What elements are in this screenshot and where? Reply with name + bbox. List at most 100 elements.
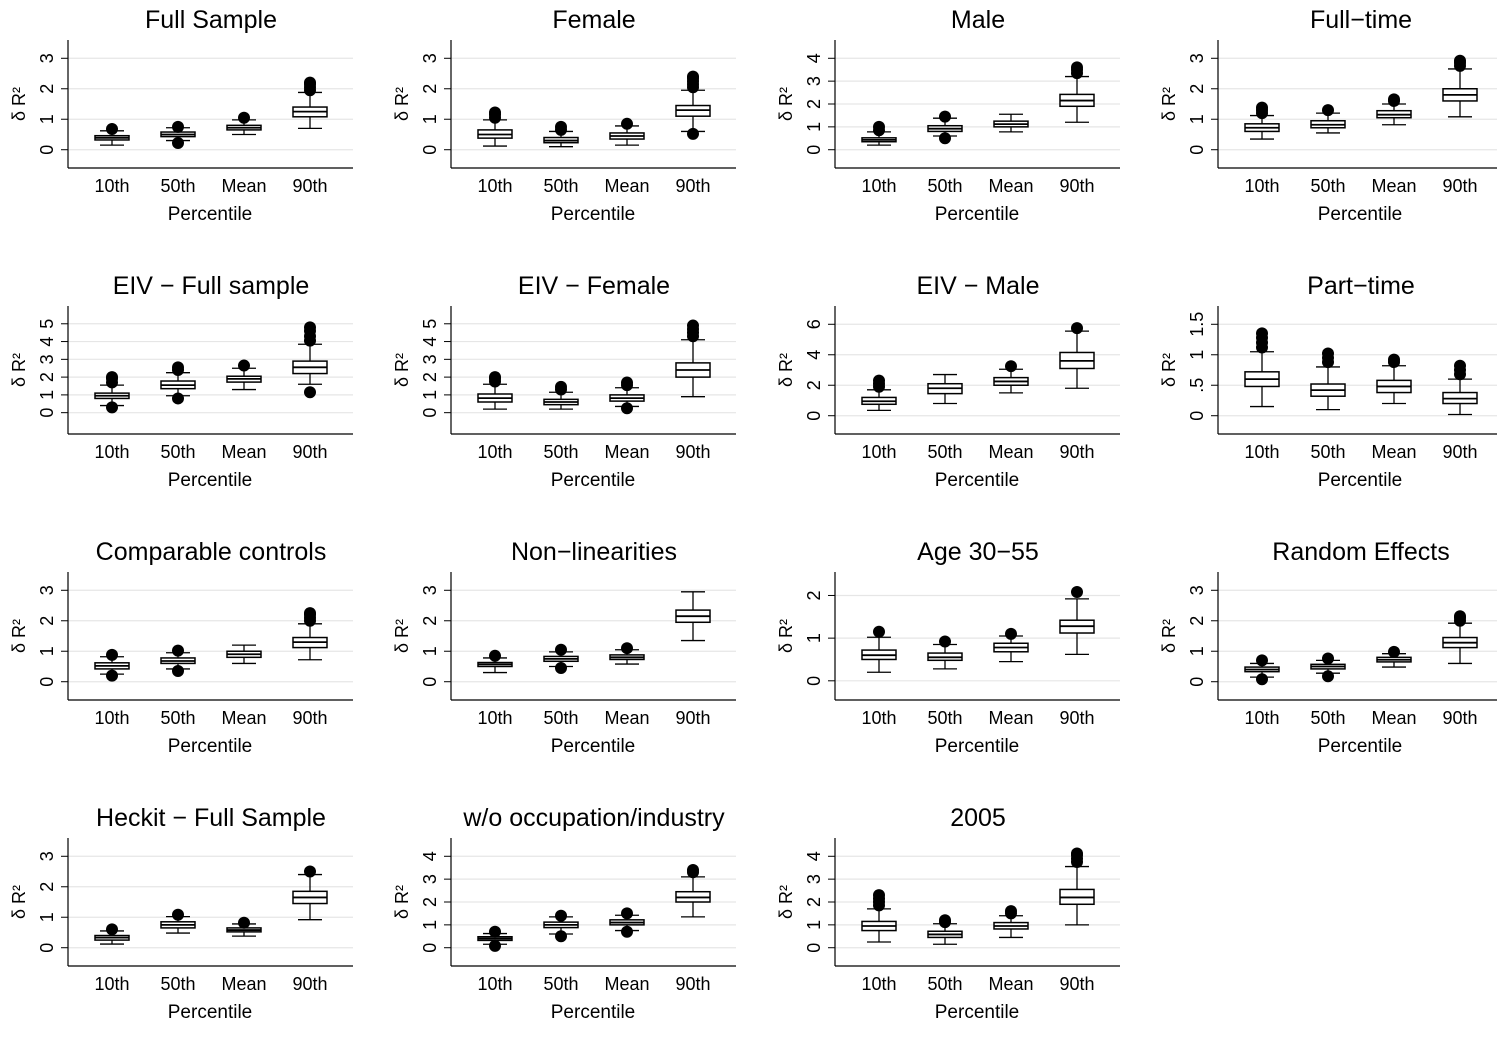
y-axis-label: δ R² bbox=[1159, 353, 1179, 387]
y-tick-label: 1 bbox=[804, 920, 824, 930]
outlier-point bbox=[172, 392, 184, 405]
x-axis-label: Percentile bbox=[551, 736, 636, 757]
chart-svg: Heckit − Full Sample 0 1 2 3 δ R² 10th 50th Mean… bbox=[9, 804, 353, 1023]
outlier-point bbox=[304, 321, 316, 334]
x-tick-label: 10th bbox=[94, 708, 129, 728]
x-tick-label: Mean bbox=[221, 708, 266, 728]
y-tick-label: 2 bbox=[420, 84, 440, 94]
chart-panel: Random Effects 0 1 2 3 δ R² 10th 50th Mean 90th Pe… bbox=[1150, 532, 1497, 798]
box-plot bbox=[543, 909, 579, 943]
y-tick-label: 2 bbox=[1187, 84, 1207, 94]
outlier-point bbox=[555, 643, 567, 656]
y-tick-label: 0 bbox=[420, 145, 440, 155]
y-tick-label: 4 bbox=[804, 53, 824, 63]
chart-panel: Female 0 1 2 3 δ R² 10th 50th Mean 90th Percentile bbox=[383, 0, 757, 266]
y-tick-label: 4 bbox=[37, 337, 57, 347]
chart-panel: Non−linearities 0 1 2 3 δ R² 10th 50th Mean 90th P… bbox=[383, 532, 757, 798]
x-tick-label: Mean bbox=[604, 176, 649, 196]
y-tick-label: 2 bbox=[804, 897, 824, 907]
outlier-point bbox=[873, 889, 885, 902]
y-tick-label: 0 bbox=[804, 943, 824, 953]
y-tick-label: 2 bbox=[37, 616, 57, 626]
box-plot bbox=[226, 644, 262, 665]
box-plot bbox=[1442, 54, 1478, 118]
outlier-point bbox=[873, 625, 885, 638]
x-tick-label: 90th bbox=[292, 176, 327, 196]
x-tick-label: Mean bbox=[1371, 708, 1416, 728]
chart-svg: Comparable controls 0 1 2 3 δ R² 10th 50th Mean 9… bbox=[9, 538, 353, 757]
y-tick-label: 0 bbox=[804, 676, 824, 686]
chart-panel: Full−time 0 1 2 3 δ R² 10th 50th Mean 90th Percent… bbox=[1150, 0, 1497, 266]
box-plot bbox=[160, 908, 196, 934]
chart-svg: Full Sample 0 1 2 3 δ R² 10th 50th Mean 90th Perce… bbox=[9, 6, 353, 225]
x-tick-label: 50th bbox=[543, 708, 578, 728]
y-tick-label: 1 bbox=[1187, 114, 1207, 124]
box-plot bbox=[160, 644, 196, 678]
box-plot bbox=[861, 120, 897, 146]
y-tick-label: 6 bbox=[804, 319, 824, 329]
outlier-point bbox=[106, 648, 118, 661]
box-plot bbox=[94, 122, 130, 146]
chart-panel: 2005 0 1 2 3 4 δ R² 10th 50th Mean 90th Percentile bbox=[767, 798, 1141, 1064]
x-axis-label: Percentile bbox=[1318, 470, 1403, 491]
x-tick-label: 90th bbox=[292, 974, 327, 994]
chart-panel: Heckit − Full Sample 0 1 2 3 δ R² 10th 50th Mean… bbox=[0, 798, 374, 1064]
chart-title: EIV − Full sample bbox=[113, 272, 310, 300]
x-axis-label: Percentile bbox=[1318, 204, 1403, 225]
outlier-point bbox=[106, 122, 118, 135]
x-tick-label: 90th bbox=[675, 176, 710, 196]
y-tick-label: 1 bbox=[420, 920, 440, 930]
y-axis-label: δ R² bbox=[9, 353, 29, 387]
x-tick-label: Mean bbox=[604, 442, 649, 462]
y-tick-label: 0 bbox=[1187, 677, 1207, 687]
y-axis-label: δ R² bbox=[776, 885, 796, 919]
x-axis-label: Percentile bbox=[168, 736, 253, 757]
chart-svg: Male 0 1 2 3 4 δ R² 10th 50th Mean 90th Percentile bbox=[776, 6, 1120, 225]
y-tick-label: 5 bbox=[37, 319, 57, 329]
box-plot bbox=[1244, 327, 1280, 408]
outlier-point bbox=[1071, 61, 1083, 74]
y-tick-label: 0 bbox=[804, 145, 824, 155]
outlier-point bbox=[1005, 627, 1017, 640]
box-plot bbox=[160, 361, 196, 405]
x-tick-label: 90th bbox=[1059, 708, 1094, 728]
x-tick-label: 50th bbox=[160, 974, 195, 994]
x-tick-label: 90th bbox=[1442, 442, 1477, 462]
chart-svg: Full−time 0 1 2 3 δ R² 10th 50th Mean 90th Percent… bbox=[1159, 6, 1497, 225]
box-plot bbox=[226, 111, 262, 136]
box-plot bbox=[292, 76, 328, 130]
chart-title: EIV − Female bbox=[518, 272, 670, 300]
x-tick-label: Mean bbox=[604, 708, 649, 728]
x-tick-label: 10th bbox=[1244, 176, 1279, 196]
x-tick-label: 90th bbox=[1442, 708, 1477, 728]
y-tick-label: 1 bbox=[37, 912, 57, 922]
x-tick-label: Mean bbox=[988, 442, 1033, 462]
box-plot bbox=[292, 321, 328, 399]
y-axis-label: δ R² bbox=[776, 353, 796, 387]
y-tick-label: 3 bbox=[420, 585, 440, 595]
x-tick-label: 10th bbox=[477, 708, 512, 728]
box-plot bbox=[609, 376, 645, 415]
x-tick-label: 10th bbox=[1244, 708, 1279, 728]
y-tick-label: 3 bbox=[420, 354, 440, 364]
y-tick-label: 3 bbox=[37, 354, 57, 364]
outlier-point bbox=[1454, 54, 1466, 67]
outlier-point bbox=[687, 70, 699, 83]
x-tick-label: 90th bbox=[1059, 974, 1094, 994]
y-tick-label: 2 bbox=[37, 372, 57, 382]
y-tick-label: 0 bbox=[804, 411, 824, 421]
y-tick-label: 2 bbox=[420, 616, 440, 626]
outlier-point bbox=[621, 402, 633, 415]
chart-title: Female bbox=[552, 6, 635, 34]
x-tick-label: 10th bbox=[861, 708, 896, 728]
y-tick-label: 0 bbox=[37, 677, 57, 687]
y-tick-label: 2 bbox=[804, 99, 824, 109]
x-tick-label: 10th bbox=[477, 442, 512, 462]
outlier-point bbox=[1388, 645, 1400, 658]
outlier-point bbox=[621, 376, 633, 389]
chart-title: Full Sample bbox=[145, 6, 277, 34]
box-plot bbox=[477, 371, 513, 410]
chart-svg: Age 30−55 0 1 2 δ R² 10th 50th Mean 90th Percenti… bbox=[776, 538, 1120, 757]
outlier-point bbox=[172, 665, 184, 678]
outlier-point bbox=[1071, 322, 1083, 335]
